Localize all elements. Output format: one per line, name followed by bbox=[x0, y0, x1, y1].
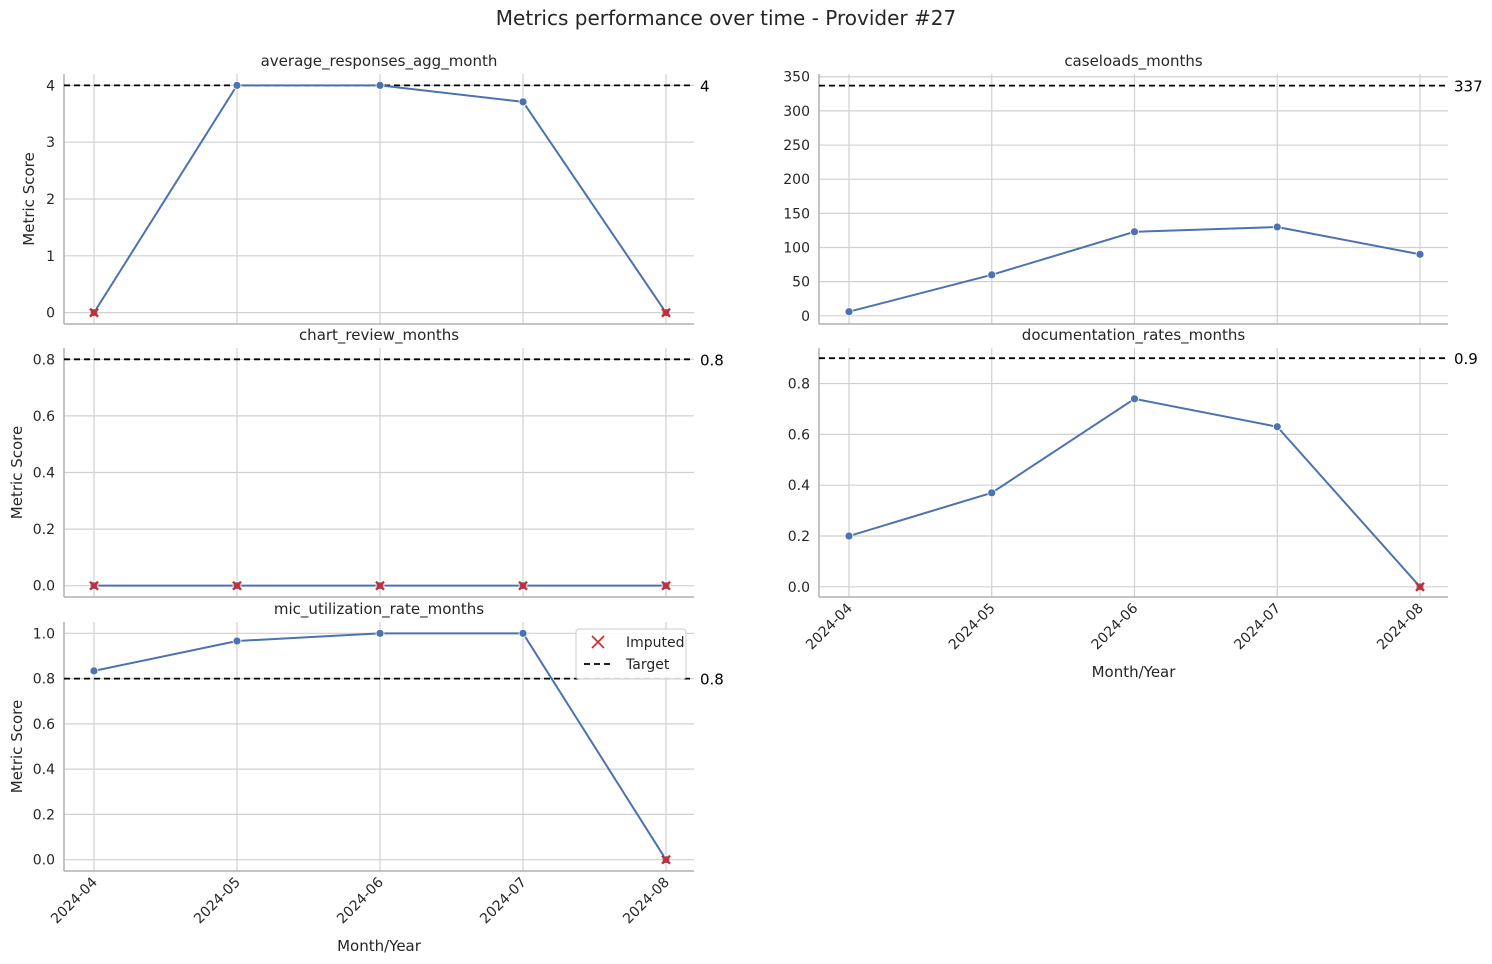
panel-5-xlabel: Month/Year bbox=[337, 937, 422, 955]
panel-5-ytick-label: 0.2 bbox=[33, 807, 55, 823]
panel-2-ytick-label: 250 bbox=[783, 138, 810, 154]
panel-2-ytick-label: 0 bbox=[801, 309, 810, 325]
panel-5-target-label: 0.8 bbox=[700, 671, 724, 689]
panel-4-title: documentation_rates_months bbox=[1022, 326, 1246, 345]
panel-3-ytick-label: 0.8 bbox=[33, 352, 55, 368]
panel-1-point bbox=[375, 80, 385, 90]
panel-4-point bbox=[844, 531, 854, 541]
panel-3-target-label: 0.8 bbox=[700, 351, 724, 369]
panel-4-xtick-label: 2024-05 bbox=[946, 601, 999, 654]
panel-2-ytick-label: 200 bbox=[783, 172, 810, 188]
panel-1-point bbox=[232, 80, 242, 90]
panel-3-ytick-label: 0.0 bbox=[33, 579, 55, 595]
panel-5-point bbox=[518, 628, 528, 638]
panel-3-imputed-marker bbox=[518, 580, 528, 591]
panel-4-target-label: 0.9 bbox=[1454, 350, 1478, 368]
panel-3-imputed-marker bbox=[89, 580, 99, 591]
panel-3-imputed-marker bbox=[375, 580, 385, 591]
panel-5-xtick-label: 2024-05 bbox=[191, 875, 244, 928]
panel-2-ytick-label: 50 bbox=[792, 275, 810, 291]
panel-3-imputed-marker bbox=[232, 580, 242, 591]
panel-5-xtick-label: 2024-07 bbox=[477, 875, 530, 928]
panel-3-ytick-label: 0.2 bbox=[33, 522, 55, 538]
panel-4-ytick-label: 0.2 bbox=[788, 529, 810, 545]
panel-4-point bbox=[1130, 394, 1139, 404]
panel-5-xtick-label: 2024-06 bbox=[334, 874, 387, 927]
panel-4-xtick-label: 2024-04 bbox=[803, 600, 856, 653]
panel-4-ytick-label: 0.8 bbox=[788, 377, 810, 393]
legend-box bbox=[575, 628, 687, 680]
panel-2-title: caseloads_months bbox=[1064, 52, 1203, 71]
panel-4-xtick-label: 2024-08 bbox=[1374, 601, 1427, 654]
panel-4-point bbox=[987, 488, 997, 498]
panel-1-ylabel: Metric Score bbox=[20, 152, 38, 245]
panel-1-ytick-label: 0 bbox=[46, 306, 55, 322]
panel-5-point bbox=[375, 628, 385, 638]
panel-5-ytick-label: 0.4 bbox=[33, 762, 55, 778]
panel-1-imputed-marker bbox=[89, 307, 99, 318]
panel-5-ytick-label: 0.8 bbox=[33, 672, 55, 688]
panel-2-ytick-label: 350 bbox=[783, 70, 810, 86]
panel-1-title: average_responses_agg_month bbox=[261, 52, 498, 71]
panel-4-ytick-label: 0.4 bbox=[788, 478, 810, 494]
panel-1-ytick-label: 4 bbox=[46, 78, 55, 94]
panel-2-point bbox=[1130, 227, 1139, 237]
panel-3-title: chart_review_months bbox=[299, 326, 459, 345]
panel-2-ytick-label: 300 bbox=[783, 104, 810, 120]
panel-4-xtick-label: 2024-07 bbox=[1231, 601, 1284, 654]
panel-5-ytick-label: 1.0 bbox=[33, 626, 55, 642]
panel-4-point bbox=[1272, 422, 1282, 432]
panel-4-ytick-label: 0.0 bbox=[788, 580, 810, 596]
panel-3-ylabel: Metric Score bbox=[8, 426, 26, 519]
panel-4-xlabel: Month/Year bbox=[1092, 663, 1177, 681]
panel-5-ylabel: Metric Score bbox=[8, 700, 26, 793]
panel-1-imputed-marker bbox=[661, 307, 671, 318]
panel-3-ytick-label: 0.4 bbox=[33, 466, 55, 482]
legend-target-label: Target bbox=[625, 657, 670, 673]
panel-2-point bbox=[1272, 222, 1282, 232]
panel-2-ytick-label: 100 bbox=[783, 240, 810, 256]
panel-2-point bbox=[987, 270, 997, 280]
panel-3-ytick-label: 0.6 bbox=[33, 409, 55, 425]
panel-1-point bbox=[518, 97, 528, 107]
panel-5-ytick-label: 0.0 bbox=[33, 853, 55, 869]
panel-1-ytick-label: 1 bbox=[46, 249, 55, 265]
panel-2-point bbox=[1415, 249, 1425, 259]
panel-2-target-label: 337 bbox=[1454, 78, 1483, 96]
panel-2-point bbox=[844, 307, 854, 317]
panel-5-title: mic_utilization_rate_months bbox=[274, 600, 484, 619]
panel-5-xtick-label: 2024-04 bbox=[48, 874, 101, 927]
panel-5-point bbox=[232, 636, 242, 646]
panel-1-ytick-label: 3 bbox=[46, 135, 55, 151]
legend-imputed-marker bbox=[591, 635, 605, 649]
panel-5-imputed-marker bbox=[661, 854, 671, 865]
panel-5-xtick-label: 2024-08 bbox=[620, 875, 673, 928]
legend-imputed-label: Imputed bbox=[626, 635, 685, 651]
panel-1-target-label: 4 bbox=[700, 77, 710, 95]
panel-4-imputed-marker bbox=[1415, 581, 1425, 592]
panel-4-ytick-label: 0.6 bbox=[788, 427, 810, 443]
panel-1-ytick-label: 2 bbox=[46, 192, 55, 208]
panel-5-ytick-label: 0.6 bbox=[33, 717, 55, 733]
panel-3-imputed-marker bbox=[661, 580, 671, 591]
panel-4-xtick-label: 2024-06 bbox=[1089, 600, 1142, 653]
panel-2-ytick-label: 150 bbox=[783, 206, 810, 222]
figure-title: Metrics performance over time - Provider… bbox=[495, 6, 957, 30]
panel-5-point bbox=[89, 666, 99, 676]
